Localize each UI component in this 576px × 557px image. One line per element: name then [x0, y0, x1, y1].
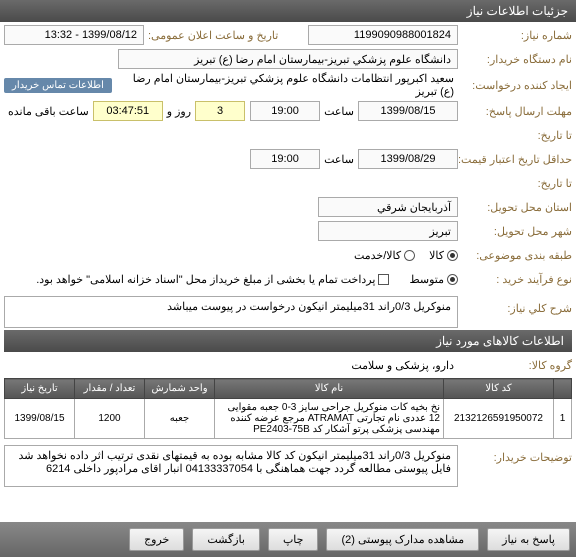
purchase-type-group: متوسط	[409, 273, 458, 286]
hour-label-1: ساعت	[320, 105, 358, 118]
buyer-org-label: نام دستگاه خریدار:	[462, 53, 572, 66]
purchase-type-label: نوع فرآیند خرید :	[462, 273, 572, 286]
delivery-city-label: شهر محل تحویل:	[462, 225, 572, 238]
partial-pay-check[interactable]: پرداخت تمام یا بخشی از مبلغ خریداز محل "…	[36, 273, 389, 286]
delivery-state-label: استان محل تحویل:	[462, 201, 572, 214]
radio-icon	[404, 250, 415, 261]
deadline-date-field: 1399/08/15	[358, 101, 458, 121]
deadline-time-field: 19:00	[250, 101, 320, 121]
cell-code: 2132126591950072	[444, 399, 554, 439]
cell-unit: جعبه	[145, 399, 215, 439]
col-date: تاریخ نیاز	[5, 379, 75, 399]
to-date2-label: تا تاریخ:	[462, 177, 572, 190]
delivery-city-field: تبريز	[318, 221, 458, 241]
buyer-notes-label: توضیحات خریدار:	[462, 445, 572, 464]
col-name: نام کالا	[215, 379, 444, 399]
exit-button[interactable]: خروج	[129, 528, 184, 551]
time-remain-field: 03:47:51	[93, 101, 163, 121]
min-valid-label: حداقل تاریخ اعتبار قیمت:	[462, 153, 572, 166]
goods-group-label: گروه کالا:	[462, 359, 572, 372]
radio-icon	[447, 274, 458, 285]
pkg-goods-radio[interactable]: کالا	[429, 249, 458, 262]
attachments-button[interactable]: مشاهده مدارک پیوستی (2)	[326, 528, 479, 551]
days-label: روز و	[163, 105, 195, 118]
package-label: طبقه بندی موضوعی:	[462, 249, 572, 262]
need-number-label: شماره نیاز:	[462, 29, 572, 42]
creator-label: ایجاد کننده درخواست:	[462, 79, 572, 92]
table-row[interactable]: 1 2132126591950072 نخ بخیه کات منوکریل ج…	[5, 399, 572, 439]
col-qty: تعداد / مقدار	[75, 379, 145, 399]
buyer-org-field: دانشگاه علوم پزشكي تبريز-بيمارستان امام …	[118, 49, 458, 69]
need-summary-field: منوکریل 0/3راند 31میلیمتر انیکون درخواست…	[4, 296, 458, 328]
announce-field: 1399/08/12 - 13:32	[4, 25, 144, 45]
goods-table: کد کالا نام کالا واحد شمارش تعداد / مقدا…	[4, 378, 572, 439]
delivery-state-field: آذربايجان شرقي	[318, 197, 458, 217]
back-button[interactable]: بازگشت	[192, 528, 260, 551]
to-date-label: تا تاریخ:	[462, 129, 572, 142]
hour-label-2: ساعت	[320, 153, 358, 166]
info-window: جزئیات اطلاعات نیاز شماره نیاز: 11990909…	[0, 0, 576, 557]
pt-medium-radio[interactable]: متوسط	[409, 273, 458, 286]
buyer-notes-field: منوکریل 0/3راند 31میلیمتر انیکون کد کالا…	[4, 445, 458, 487]
buyer-contact-chip[interactable]: اطلاعات تماس خریدار	[4, 78, 112, 93]
form-body: شماره نیاز: 1199090988001824 تاریخ و ساع…	[0, 22, 576, 491]
creator-text: سعيد اكبرپور انتظامات دانشگاه علوم پزشكي…	[112, 72, 458, 98]
col-code: کد کالا	[444, 379, 554, 399]
pt-medium-label: متوسط	[409, 273, 444, 286]
col-idx	[554, 379, 572, 399]
days-remain-field: 3	[195, 101, 245, 121]
footer-bar: پاسخ به نیاز مشاهده مدارک پیوستی (2) چاپ…	[0, 522, 576, 557]
min-valid-date-field: 1399/08/29	[358, 149, 458, 169]
partial-pay-label: پرداخت تمام یا بخشی از مبلغ خریداز محل "…	[36, 273, 375, 286]
cell-qty: 1200	[75, 399, 145, 439]
goods-section-header: اطلاعات کالاهای مورد نیاز	[4, 330, 572, 352]
cell-idx: 1	[554, 399, 572, 439]
pkg-service-label: کالا/خدمت	[354, 249, 401, 262]
radio-icon	[447, 250, 458, 261]
reply-button[interactable]: پاسخ به نیاز	[487, 528, 570, 551]
goods-group-value: دارو، پزشکی و سلامت	[347, 359, 458, 372]
cell-date: 1399/08/15	[5, 399, 75, 439]
remain-label: ساعت باقی مانده	[4, 105, 93, 118]
pkg-goods-label: کالا	[429, 249, 444, 262]
deadline-reply-label: مهلت ارسال پاسخ:	[462, 105, 572, 118]
cell-name: نخ بخیه کات منوکریل جراحی سایز 3-0 جعبه …	[215, 399, 444, 439]
package-radio-group: کالا کالا/خدمت	[354, 249, 458, 262]
need-number-field: 1199090988001824	[308, 25, 458, 45]
need-summary-label: شرح كلي نياز:	[462, 296, 572, 315]
min-valid-time-field: 19:00	[250, 149, 320, 169]
window-titlebar: جزئیات اطلاعات نیاز	[0, 0, 576, 22]
checkbox-icon	[378, 274, 389, 285]
announce-label: تاریخ و ساعت اعلان عمومی:	[148, 29, 278, 42]
print-button[interactable]: چاپ	[268, 528, 319, 551]
window-title: جزئیات اطلاعات نیاز	[467, 4, 568, 18]
pkg-service-radio[interactable]: کالا/خدمت	[354, 249, 415, 262]
col-unit: واحد شمارش	[145, 379, 215, 399]
